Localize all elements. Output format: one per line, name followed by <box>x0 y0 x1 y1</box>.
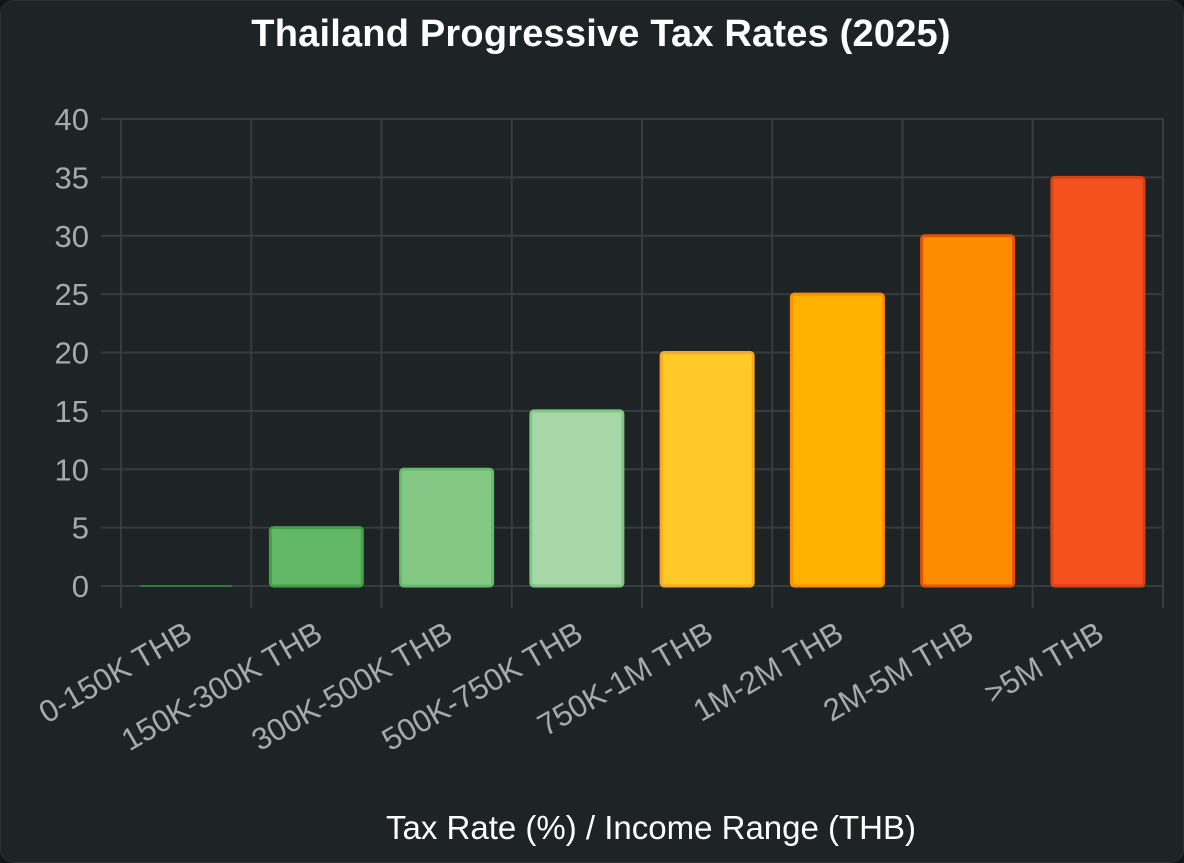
bar <box>659 351 755 588</box>
bar <box>1050 175 1146 588</box>
y-tick-label: 20 <box>55 336 89 371</box>
y-tick-label: 10 <box>55 452 89 487</box>
bar <box>529 409 625 588</box>
bar <box>789 292 885 588</box>
bar <box>920 234 1016 588</box>
bar <box>399 467 495 588</box>
y-tick-label: 25 <box>55 277 89 312</box>
x-axis-title: Tax Rate (%) / Income Range (THB) <box>386 809 916 846</box>
bar <box>268 526 364 588</box>
bars <box>140 175 1146 588</box>
y-tick-label: 15 <box>55 394 89 429</box>
y-axis-ticks: 0 5 10 15 20 25 30 35 40 <box>55 102 89 604</box>
y-tick-label: 30 <box>55 219 89 254</box>
grid-lines <box>101 118 1164 608</box>
x-tick-label: 2M-5M THB <box>817 615 979 729</box>
y-tick-label: 35 <box>55 160 89 195</box>
y-tick-label: 0 <box>72 569 89 604</box>
y-tick-label: 5 <box>72 511 89 546</box>
y-tick-label: 40 <box>55 102 89 137</box>
x-tick-label: >5M THB <box>978 615 1109 711</box>
chart-title: Thailand Progressive Tax Rates (2025) <box>251 13 951 55</box>
